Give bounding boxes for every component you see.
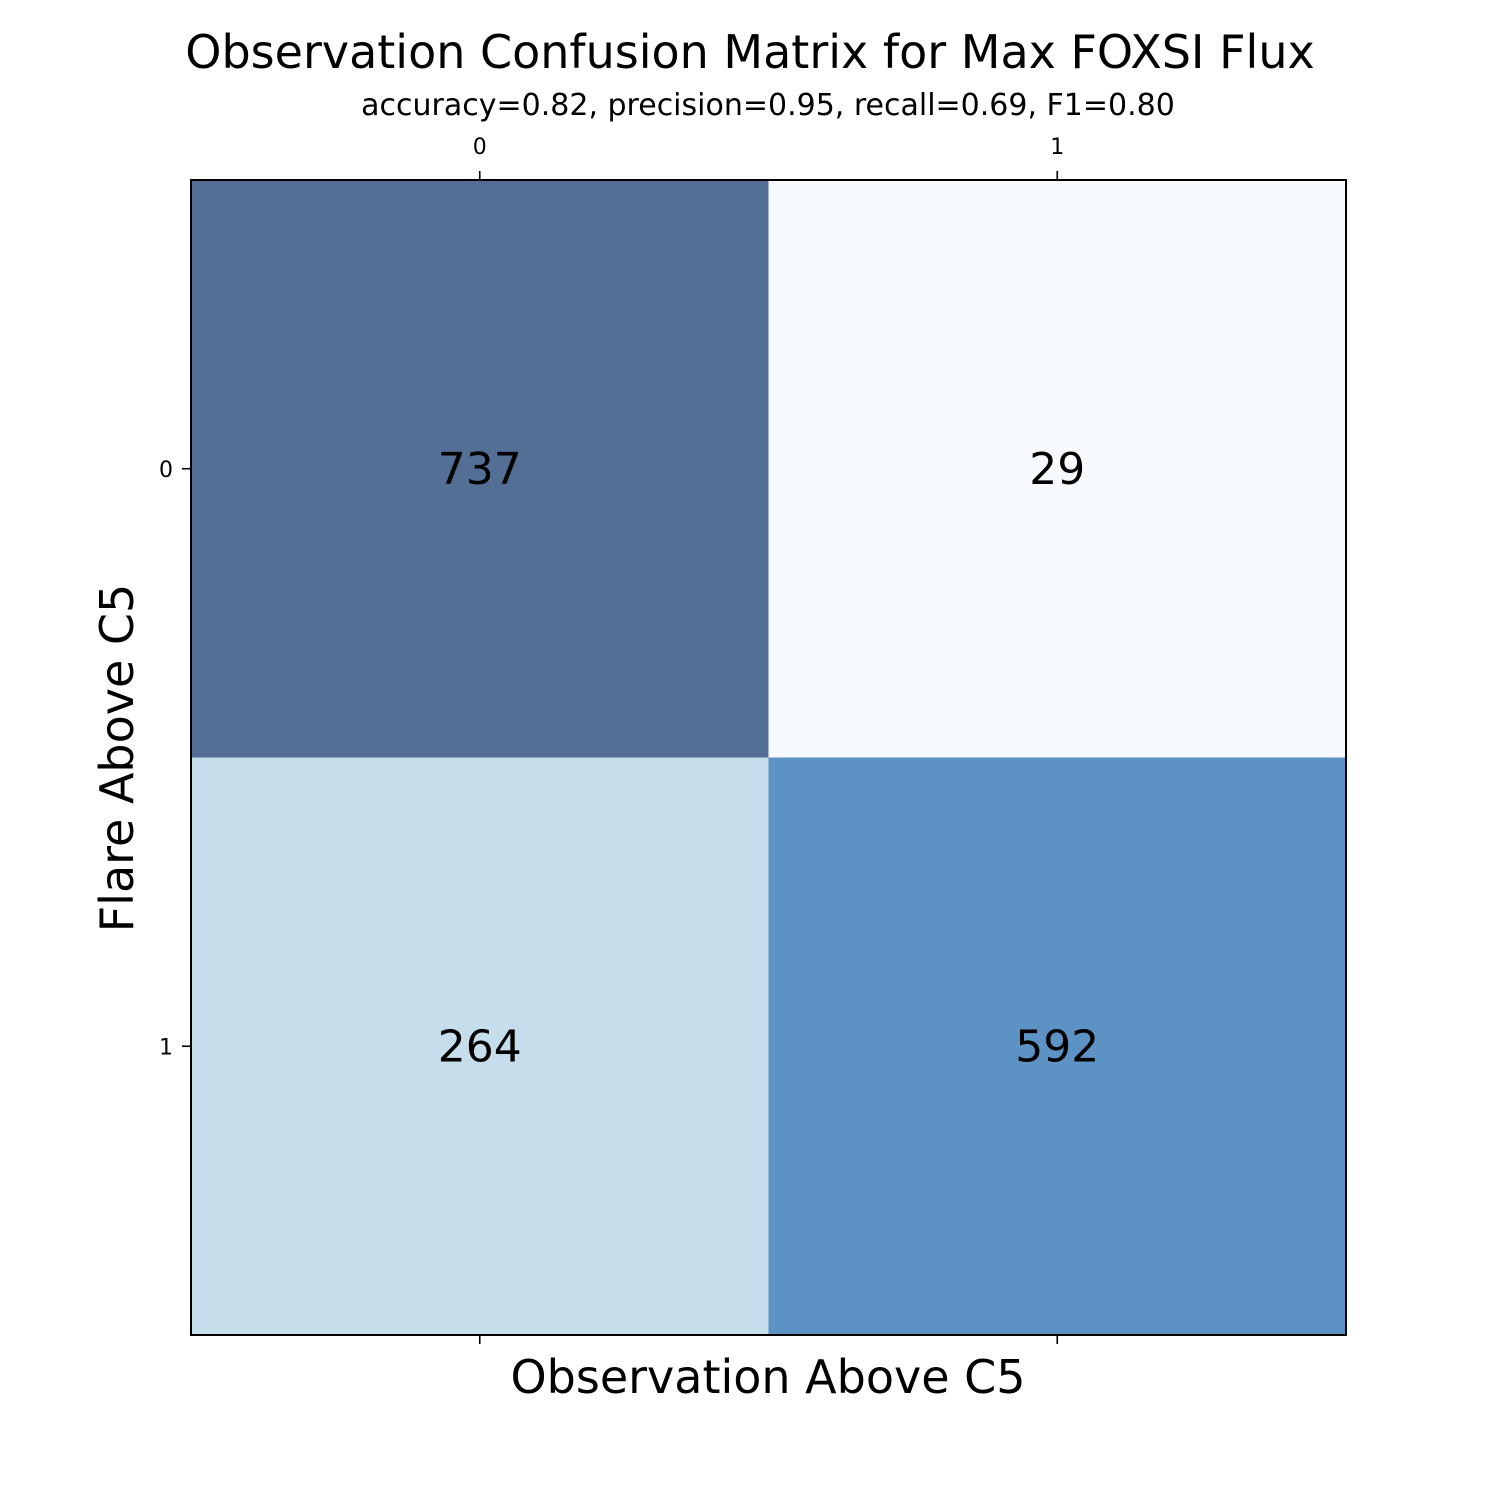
cell-value-1-0: 264 bbox=[438, 1021, 522, 1072]
plot-frame bbox=[190, 179, 1347, 1336]
matrix-cell-1-0 bbox=[191, 757, 769, 1336]
x-axis-label: Observation Above C5 bbox=[510, 1350, 1025, 1404]
chart-subtitle: accuracy=0.82, precision=0.95, recall=0.… bbox=[361, 88, 1175, 123]
y-tick-label-0: 0 bbox=[159, 458, 173, 483]
x-tick-label-0: 0 bbox=[473, 135, 487, 160]
matrix-cell-0-1 bbox=[768, 180, 1347, 758]
x-tick-label-1: 1 bbox=[1050, 135, 1064, 160]
cell-value-1-1: 592 bbox=[1015, 1021, 1099, 1072]
matrix-cell-0-0 bbox=[191, 180, 769, 758]
matrix-cell-labels: 737 29 264 592 bbox=[438, 444, 1099, 1073]
cell-value-0-0: 737 bbox=[438, 444, 522, 495]
matrix-cell-1-1 bbox=[768, 757, 1347, 1336]
y-axis-label: Flare Above C5 bbox=[90, 584, 144, 933]
matrix-cells bbox=[191, 180, 1347, 1336]
cell-value-0-1: 29 bbox=[1029, 444, 1085, 495]
y-axis-ticks: 01 bbox=[159, 458, 191, 1060]
chart-title: Observation Confusion Matrix for Max FOX… bbox=[185, 25, 1314, 79]
y-tick-label-1: 1 bbox=[159, 1035, 173, 1060]
